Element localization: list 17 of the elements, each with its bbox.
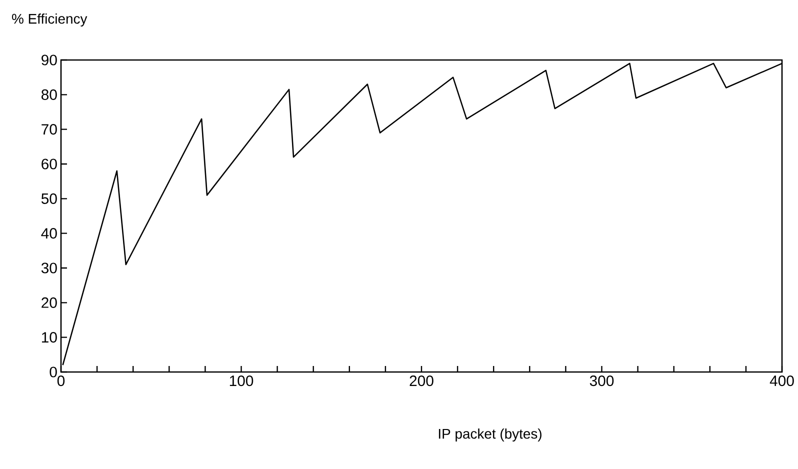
y-tick-label: 40 bbox=[41, 228, 57, 239]
y-tick-label: 70 bbox=[42, 124, 57, 135]
y-tick-label: 60 bbox=[42, 158, 57, 170]
y-tick-label: 30 bbox=[41, 262, 57, 274]
y-tick-label: 20 bbox=[42, 297, 57, 308]
y-tick-label: 0 bbox=[50, 366, 57, 378]
x-tick-label: 0 bbox=[57, 376, 65, 386]
y-tick-label: 10 bbox=[42, 332, 57, 343]
x-axis-title: IP packet (bytes) bbox=[438, 428, 542, 442]
x-tick-label: 100 bbox=[230, 376, 254, 386]
x-tick-label: 400 bbox=[770, 376, 794, 386]
x-tick-label: 200 bbox=[410, 376, 434, 386]
y-tick-label: 90 bbox=[42, 54, 57, 66]
y-axis-title: % Efficiency bbox=[12, 13, 88, 26]
x-tick-label: 300 bbox=[590, 376, 614, 386]
y-tick-label: 80 bbox=[42, 89, 57, 100]
y-tick-label: 50 bbox=[41, 193, 57, 204]
